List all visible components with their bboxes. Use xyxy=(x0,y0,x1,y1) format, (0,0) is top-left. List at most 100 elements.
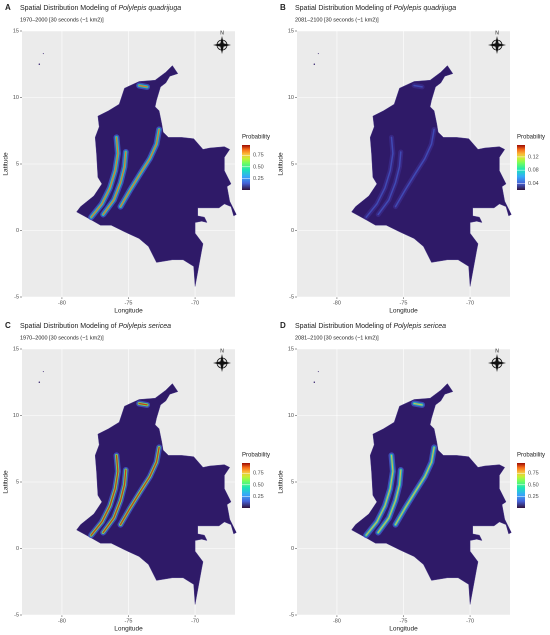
habitat-band xyxy=(413,84,423,88)
legend-title: Probability xyxy=(517,453,545,459)
panel: C Spatial Distribution Modeling of Polyle… xyxy=(3,321,270,633)
panel-subtitle: 1970–2000 [30 seconds (~1 km2)] xyxy=(20,335,104,341)
legend-title: Probability xyxy=(242,453,270,459)
y-tick-label: 5 xyxy=(16,479,19,485)
y-tick-label: 10 xyxy=(13,413,19,419)
island xyxy=(313,63,316,65)
habitat-band xyxy=(365,454,394,536)
habitat-band xyxy=(102,469,127,534)
north-arrow xyxy=(213,354,231,372)
legend-tick-label: 0.75 xyxy=(528,471,539,477)
y-tick-label: 15 xyxy=(288,346,294,352)
island xyxy=(313,381,316,383)
x-tick-label: -75 xyxy=(400,618,408,624)
title-text: Spatial Distribution Modeling of xyxy=(295,5,393,12)
island xyxy=(317,53,319,55)
legend-tick-label: 0.25 xyxy=(528,494,539,500)
x-tick-label: -75 xyxy=(125,618,133,624)
habitat-band xyxy=(394,446,435,526)
legend-tick-label: 0.04 xyxy=(528,181,539,187)
panel: A Spatial Distribution Modeling of Polyle… xyxy=(3,3,270,315)
panel-label: A xyxy=(5,3,11,12)
y-tick-label: 0 xyxy=(16,546,19,552)
x-tick-label: -80 xyxy=(333,618,341,624)
y-tick-label: 10 xyxy=(288,413,294,419)
north-label: N xyxy=(220,348,224,354)
country-map xyxy=(76,65,237,287)
y-tick-label: 5 xyxy=(291,161,294,167)
legend-tick-label: 0.75 xyxy=(253,471,264,477)
legend-tick-label: 0.08 xyxy=(528,168,539,174)
title-text: Spatial Distribution Modeling of xyxy=(295,323,393,330)
legend-title: Probability xyxy=(242,135,270,141)
panel-label: D xyxy=(280,321,286,330)
panel-label: B xyxy=(280,3,286,12)
north-label: N xyxy=(495,30,499,36)
y-tick-label: 0 xyxy=(16,228,19,234)
panel: B Spatial Distribution Modeling of Polyle… xyxy=(278,3,545,315)
legend-tick-label: 0.12 xyxy=(528,154,539,160)
x-tick-label: -80 xyxy=(58,618,66,624)
legend-tick-label: 0.75 xyxy=(253,153,264,159)
legend-tick-label: 0.25 xyxy=(253,494,264,500)
island xyxy=(42,53,44,55)
x-tick-label: -70 xyxy=(191,618,199,624)
y-tick-label: 15 xyxy=(13,28,19,34)
x-tick-label: -70 xyxy=(191,300,199,306)
habitat-band xyxy=(119,446,160,526)
y-tick-label: 0 xyxy=(291,228,294,234)
x-tick-label: -80 xyxy=(333,300,341,306)
color-bar xyxy=(517,145,525,190)
species-name: Polylepis quadrijuga xyxy=(393,5,456,12)
x-tick-label: -70 xyxy=(466,618,474,624)
country-map xyxy=(351,383,512,605)
panel-title: Spatial Distribution Modeling of Polylep… xyxy=(295,5,456,12)
x-axis-label: Longitude xyxy=(389,308,418,315)
x-tick-label: -80 xyxy=(58,300,66,306)
x-tick-label: -75 xyxy=(400,300,408,306)
habitat-band xyxy=(365,136,394,218)
panel-label: C xyxy=(5,321,11,330)
y-tick-label: -5 xyxy=(289,294,294,300)
legend-tick-label: 0.50 xyxy=(253,482,264,488)
y-tick-label: 10 xyxy=(288,95,294,101)
north-arrow xyxy=(488,36,506,54)
panel-title: Spatial Distribution Modeling of Polylep… xyxy=(295,323,446,330)
legend-tick-label: 0.25 xyxy=(253,176,264,182)
y-tick-label: -5 xyxy=(14,612,19,618)
legend-title: Probability xyxy=(517,135,545,141)
habitat-band xyxy=(90,454,119,536)
island xyxy=(38,63,41,65)
north-arrow xyxy=(213,36,231,54)
north-label: N xyxy=(220,30,224,36)
panel-subtitle: 2081–2100 [30 seconds (~1 km2)] xyxy=(295,17,379,23)
y-tick-label: 5 xyxy=(291,479,294,485)
species-name: Polylepis quadrijuga xyxy=(118,5,181,12)
country-map xyxy=(351,65,512,287)
title-text: Spatial Distribution Modeling of xyxy=(20,5,118,12)
habitat-band xyxy=(102,151,127,216)
island xyxy=(317,371,319,373)
country-map xyxy=(76,383,237,605)
panel-subtitle: 1970–2000 [30 seconds (~1 km2)] xyxy=(20,17,104,23)
habitat-band xyxy=(90,136,119,218)
habitat-band xyxy=(119,128,160,208)
island xyxy=(38,381,41,383)
x-tick-label: -75 xyxy=(125,300,133,306)
y-tick-label: 5 xyxy=(16,161,19,167)
panel-title: Spatial Distribution Modeling of Polylep… xyxy=(20,5,181,12)
x-tick-label: -70 xyxy=(466,300,474,306)
color-bar xyxy=(242,145,250,190)
y-tick-label: 15 xyxy=(288,28,294,34)
species-name: Polylepis sericea xyxy=(118,323,171,330)
habitat-band xyxy=(138,84,148,88)
y-tick-label: 0 xyxy=(291,546,294,552)
panel: D Spatial Distribution Modeling of Polyle… xyxy=(278,321,545,633)
habitat-band xyxy=(413,402,423,406)
y-axis-label: Latitude xyxy=(278,152,285,176)
y-tick-label: -5 xyxy=(14,294,19,300)
y-tick-label: 15 xyxy=(13,346,19,352)
y-tick-label: 10 xyxy=(13,95,19,101)
north-label: N xyxy=(495,348,499,354)
species-name: Polylepis sericea xyxy=(393,323,446,330)
